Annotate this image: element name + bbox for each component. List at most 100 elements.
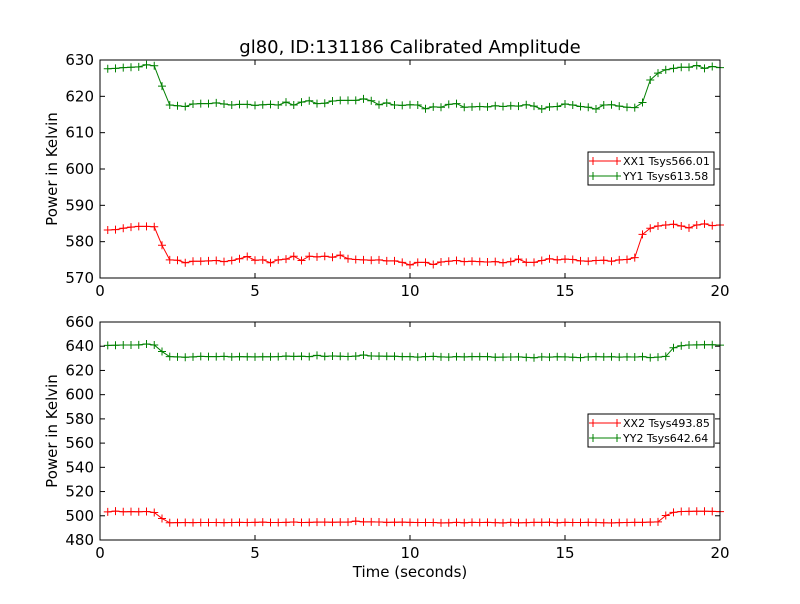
data-point: [150, 61, 159, 70]
data-point: [235, 254, 244, 263]
data-point: [351, 352, 360, 361]
data-point: [576, 256, 585, 265]
data-point: [305, 518, 314, 527]
data-point: [328, 518, 337, 527]
data-point: [615, 518, 624, 527]
data-point: [561, 518, 569, 527]
x-tick-label: 20: [710, 282, 729, 300]
legend: XX1 Tsys566.01 YY1 Tsys613.58: [587, 151, 715, 186]
data-point: [305, 252, 314, 261]
data-point: [220, 257, 228, 266]
legend-box: [587, 413, 715, 448]
data-point: [545, 353, 554, 362]
data-point: [700, 340, 709, 349]
data-point: [134, 62, 143, 71]
data-point: [142, 222, 151, 231]
data-point: [630, 518, 639, 527]
data-point: [313, 351, 321, 360]
data-point: [189, 518, 197, 527]
data-point: [111, 64, 120, 73]
data-point: [545, 254, 554, 263]
y-tick-label: 520: [65, 483, 94, 501]
data-point: [592, 352, 600, 361]
data-point: [429, 352, 438, 361]
data-point: [499, 353, 507, 362]
data-point: [654, 69, 662, 78]
data-point: [235, 352, 244, 361]
data-point: [297, 256, 306, 265]
data-point: [700, 507, 709, 516]
data-point: [220, 99, 228, 108]
data-point: [654, 517, 662, 526]
data-point: [661, 65, 670, 74]
data-point: [251, 256, 259, 265]
data-point: [258, 518, 267, 527]
data-point: [568, 101, 577, 110]
data-point: [437, 352, 445, 361]
data-point: [173, 101, 182, 110]
subplot-bottom: 0 5 10 15 20 480 500 520 540 560 580 600 620 640 660 Po…: [43, 313, 730, 581]
data-point: [506, 518, 515, 527]
data-point: [134, 507, 143, 516]
data-point: [522, 518, 531, 527]
x-tick-label: 15: [555, 544, 574, 562]
data-point: [189, 257, 197, 266]
data-point: [444, 100, 453, 109]
data-point: [119, 507, 128, 516]
data-point: [406, 260, 414, 269]
data-point: [452, 99, 461, 108]
data-point: [545, 518, 554, 527]
data-point: [437, 258, 445, 267]
data-point: [181, 258, 190, 267]
data-point: [398, 352, 407, 361]
y-tick-label: 570: [65, 269, 94, 287]
data-point: [607, 518, 616, 527]
data-point: [150, 341, 159, 350]
x-tick-label: 5: [250, 282, 260, 300]
data-point: [196, 518, 205, 527]
data-point: [530, 258, 538, 267]
data-point: [677, 507, 686, 516]
data-point: [475, 102, 484, 111]
data-point: [491, 353, 500, 362]
data-point: [537, 105, 546, 114]
data-point: [390, 101, 399, 110]
data-point: [289, 252, 298, 261]
data-point: [189, 352, 197, 361]
data-point: [677, 341, 686, 350]
legend-label: XX2 Tsys493.85: [623, 417, 710, 430]
data-point: [344, 352, 352, 361]
data-point: [677, 63, 686, 72]
data-point: [367, 256, 376, 265]
series-2: [103, 340, 724, 362]
data-point: [406, 518, 414, 527]
x-tick-label: 10: [400, 544, 419, 562]
data-point: [351, 96, 360, 105]
data-point: [677, 222, 686, 231]
data-point: [630, 253, 639, 262]
data-point: [499, 518, 507, 527]
data-point: [692, 507, 701, 516]
data-point: [243, 352, 252, 361]
data-point: [692, 220, 701, 229]
data-point: [127, 63, 135, 72]
y-axis-label: Power in Kelvin: [43, 112, 61, 226]
data-point: [282, 352, 290, 361]
data-point: [452, 518, 461, 527]
data-point: [398, 518, 407, 527]
data-point: [289, 517, 298, 526]
data-point: [235, 100, 244, 109]
data-point: [406, 352, 414, 361]
data-point: [584, 352, 593, 361]
data-point: [615, 353, 624, 362]
y-tick-label: 580: [65, 233, 94, 251]
data-point: [204, 352, 213, 361]
legend-box: [587, 151, 715, 186]
data-point: [568, 518, 577, 527]
data-point: [103, 507, 112, 516]
series-2: [103, 60, 724, 114]
data-point: [344, 96, 352, 105]
data-point: [382, 256, 391, 265]
x-tick-label: 0: [95, 282, 105, 300]
